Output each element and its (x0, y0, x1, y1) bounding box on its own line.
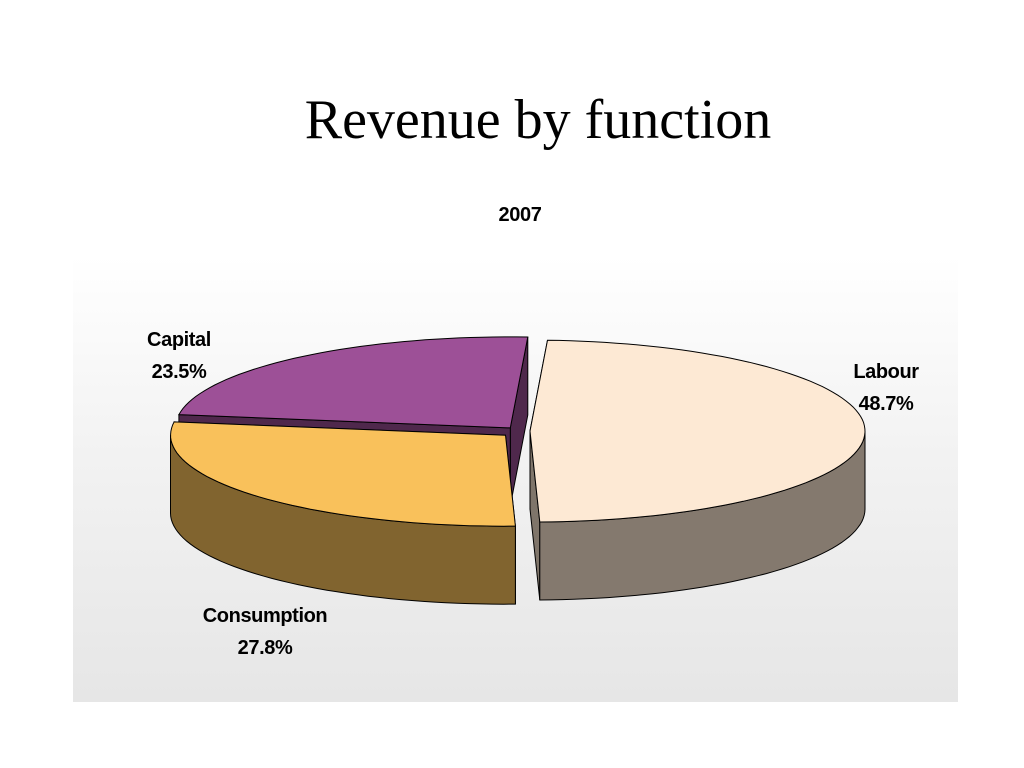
slice-consumption (170, 421, 516, 527)
pie-slices (170, 336, 866, 605)
slice-capital (178, 336, 529, 429)
slide-title: Revenue by function (304, 89, 772, 151)
chart-title: 2007 (499, 204, 542, 226)
pie-labels: Labour 48.7% Consumption 27.8% Capital 23.5% (147, 329, 920, 659)
label-capital-value: 23.5% (152, 361, 207, 383)
label-labour-name: Labour (853, 361, 919, 383)
label-labour-value: 48.7% (859, 393, 914, 415)
slice-labour (529, 339, 866, 523)
label-consumption-name: Consumption (203, 605, 327, 627)
label-consumption-value: 27.8% (238, 637, 293, 659)
label-capital-name: Capital (147, 329, 211, 351)
